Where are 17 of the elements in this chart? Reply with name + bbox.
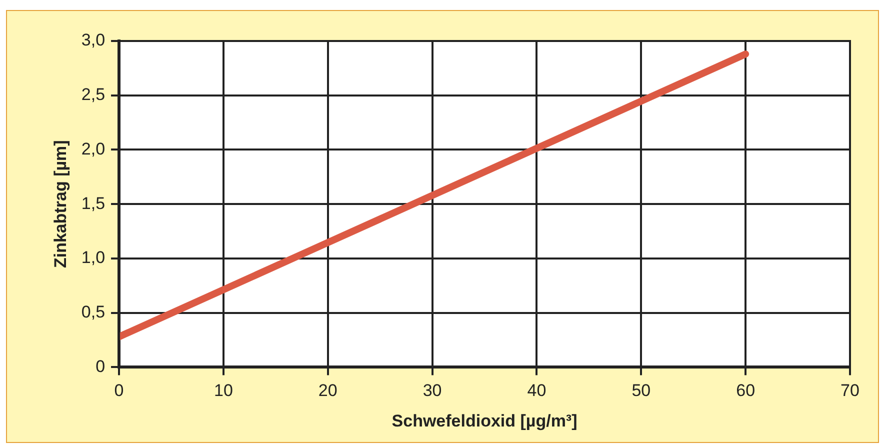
x-tick-label: 60 bbox=[736, 381, 756, 400]
x-tick-label: 0 bbox=[114, 381, 124, 400]
y-tick-label: 2,0 bbox=[81, 139, 106, 158]
x-tick-label: 10 bbox=[214, 381, 233, 400]
x-tick-label: 20 bbox=[318, 381, 338, 400]
y-tick-label: 1,5 bbox=[81, 194, 106, 213]
x-tick-label: 30 bbox=[422, 381, 442, 400]
x-tick-label: 70 bbox=[840, 381, 860, 400]
y-tick-label: 3,0 bbox=[81, 30, 106, 50]
y-tick-label: 1,0 bbox=[81, 248, 106, 268]
x-axis-title: Schwefeldioxid [µg/m³] bbox=[392, 411, 578, 430]
y-tick-label: 2,5 bbox=[81, 85, 106, 104]
y-tick-label: 0,5 bbox=[81, 302, 106, 322]
x-tick-label: 50 bbox=[632, 381, 651, 400]
y-axis-title: Zinkabtrag [µm] bbox=[50, 140, 70, 268]
y-tick-label: 0 bbox=[96, 356, 106, 376]
x-tick-label: 40 bbox=[527, 381, 546, 400]
